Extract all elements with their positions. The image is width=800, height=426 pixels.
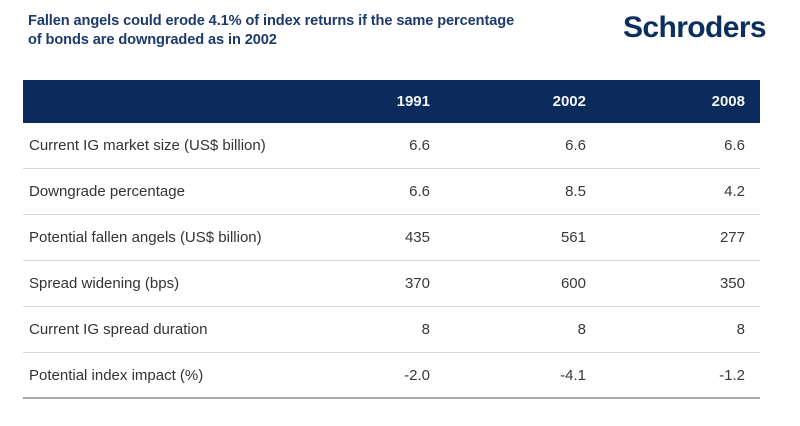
table-header-row: 1991 2002 2008 [23,80,760,123]
cell-value: 4.2 [724,183,745,200]
cell-value: 8 [421,321,430,338]
table-row: Current IG spread duration 8 8 8 [23,307,760,353]
row-label: Spread widening (bps) [29,275,180,292]
cell-value: 370 [404,275,430,292]
column-header-2002: 2002 [552,93,586,110]
table-row: Downgrade percentage 6.6 8.5 4.2 [23,169,760,215]
row-label: Current IG market size (US$ billion) [29,137,266,154]
cell-value: 8 [577,321,586,338]
cell-value: -2.0 [404,366,430,384]
cell-value: 561 [560,229,586,246]
cell-value: 350 [719,275,745,292]
cell-value: 600 [560,275,586,292]
data-table: 1991 2002 2008 Current IG market size (U… [23,80,760,399]
cell-value: -4.1 [560,366,586,384]
row-label: Potential index impact (%) [29,366,204,384]
chart-title-line-2: of bonds are downgraded as in 2002 [28,32,277,48]
row-label: Potential fallen angels (US$ billion) [29,229,262,246]
cell-value: 6.6 [409,183,430,200]
table-row: Current IG market size (US$ billion) 6.6… [23,123,760,169]
column-header-2008: 2008 [711,93,745,110]
table-row: Potential fallen angels (US$ billion) 43… [23,215,760,261]
cell-value: 277 [719,229,745,246]
cell-value: 6.6 [409,137,430,154]
cell-value: 6.6 [565,137,586,154]
table-row: Spread widening (bps) 370 600 350 [23,261,760,307]
row-label: Current IG spread duration [29,321,208,338]
chart-title: Fallen angels could erode 4.1% of index … [28,12,514,50]
table-row: Potential index impact (%) -2.0 -4.1 -1.… [23,353,760,399]
cell-value: 6.6 [724,137,745,154]
cell-value: 435 [404,229,430,246]
chart-title-line-1: Fallen angels could erode 4.1% of index … [28,13,515,29]
cell-value: 8 [736,321,745,338]
column-header-1991: 1991 [396,93,430,110]
row-label: Downgrade percentage [29,183,185,200]
schroders-logo: Schroders [623,11,767,44]
cell-value: 8.5 [565,183,586,200]
cell-value: -1.2 [719,366,745,384]
